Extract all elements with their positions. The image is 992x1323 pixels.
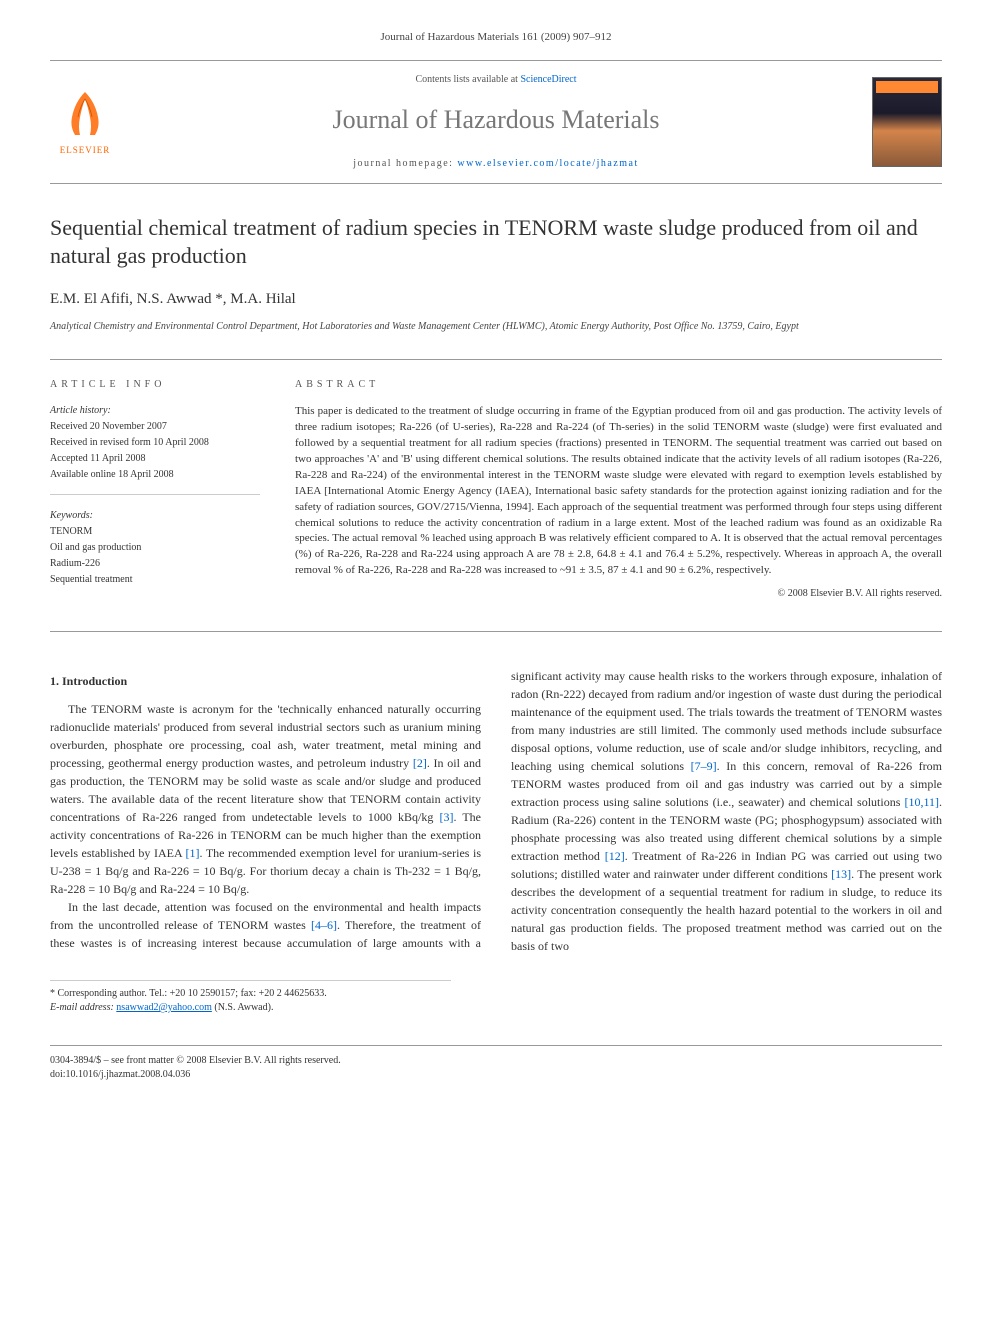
journal-homepage-line: journal homepage: www.elsevier.com/locat… bbox=[140, 157, 852, 171]
corresponding-author-block: * Corresponding author. Tel.: +20 10 259… bbox=[50, 980, 451, 1015]
citation-link[interactable]: [7–9] bbox=[691, 759, 717, 773]
journal-header: ELSEVIER Contents lists available at Sci… bbox=[50, 60, 942, 183]
abstract-column: ABSTRACT This paper is dedicated to the … bbox=[295, 378, 942, 613]
abstract-heading: ABSTRACT bbox=[295, 378, 942, 392]
journal-header-center: Contents lists available at ScienceDirec… bbox=[120, 73, 872, 170]
article-history-block: Article history: Received 20 November 20… bbox=[50, 404, 260, 495]
info-abstract-row: ARTICLE INFO Article history: Received 2… bbox=[50, 359, 942, 632]
citation-link[interactable]: [3] bbox=[439, 810, 453, 824]
history-online: Available online 18 April 2008 bbox=[50, 468, 260, 482]
abstract-text: This paper is dedicated to the treatment… bbox=[295, 404, 942, 579]
history-label: Article history: bbox=[50, 404, 260, 418]
intro-para-1: The TENORM waste is acronym for the 'tec… bbox=[50, 700, 481, 898]
citation-link[interactable]: [13] bbox=[831, 867, 851, 881]
journal-name: Journal of Hazardous Materials bbox=[140, 102, 852, 138]
citation-link[interactable]: [2] bbox=[413, 756, 427, 770]
sciencedirect-link[interactable]: ScienceDirect bbox=[520, 74, 576, 85]
authors-line: E.M. El Afifi, N.S. Awwad *, M.A. Hilal bbox=[50, 289, 942, 310]
history-revised: Received in revised form 10 April 2008 bbox=[50, 436, 260, 450]
corresponding-email-link[interactable]: nsawwad2@yahoo.com bbox=[116, 1002, 212, 1013]
elsevier-logo[interactable]: ELSEVIER bbox=[50, 82, 120, 162]
doi-line: doi:10.1016/j.jhazmat.2008.04.036 bbox=[50, 1068, 942, 1082]
elsevier-label: ELSEVIER bbox=[60, 144, 111, 157]
keywords-label: Keywords: bbox=[50, 509, 260, 523]
article-info-heading: ARTICLE INFO bbox=[50, 378, 260, 392]
keyword-item: Sequential treatment bbox=[50, 573, 260, 587]
article-info-column: ARTICLE INFO Article history: Received 2… bbox=[50, 378, 260, 613]
corresponding-email-line: E-mail address: nsawwad2@yahoo.com (N.S.… bbox=[50, 1001, 451, 1015]
citation-link[interactable]: [10,11] bbox=[904, 795, 939, 809]
section-1-heading: 1. Introduction bbox=[50, 672, 481, 690]
homepage-prefix: journal homepage: bbox=[353, 158, 457, 169]
email-label: E-mail address: bbox=[50, 1002, 116, 1013]
citation-link[interactable]: [12] bbox=[605, 849, 625, 863]
header-citation: Journal of Hazardous Materials 161 (2009… bbox=[50, 30, 942, 45]
keyword-item: Oil and gas production bbox=[50, 541, 260, 555]
keyword-item: Radium-226 bbox=[50, 557, 260, 571]
email-suffix: (N.S. Awwad). bbox=[212, 1002, 274, 1013]
journal-homepage-link[interactable]: www.elsevier.com/locate/jhazmat bbox=[457, 158, 638, 169]
page-footer: 0304-3894/$ – see front matter © 2008 El… bbox=[50, 1045, 942, 1082]
corresponding-tel: * Corresponding author. Tel.: +20 10 259… bbox=[50, 987, 451, 1001]
history-accepted: Accepted 11 April 2008 bbox=[50, 452, 260, 466]
keywords-block: Keywords: TENORM Oil and gas production … bbox=[50, 509, 260, 599]
history-received: Received 20 November 2007 bbox=[50, 420, 260, 434]
article-title: Sequential chemical treatment of radium … bbox=[50, 214, 942, 271]
contents-prefix: Contents lists available at bbox=[415, 74, 520, 85]
affiliation: Analytical Chemistry and Environmental C… bbox=[50, 320, 942, 334]
keyword-item: TENORM bbox=[50, 525, 260, 539]
issn-line: 0304-3894/$ – see front matter © 2008 El… bbox=[50, 1054, 942, 1068]
contents-available-line: Contents lists available at ScienceDirec… bbox=[140, 73, 852, 87]
journal-cover-thumbnail[interactable] bbox=[872, 77, 942, 167]
citation-link[interactable]: [4–6] bbox=[311, 918, 337, 932]
citation-link[interactable]: [1] bbox=[186, 846, 200, 860]
body-two-columns: 1. Introduction The TENORM waste is acro… bbox=[50, 667, 942, 955]
abstract-copyright: © 2008 Elsevier B.V. All rights reserved… bbox=[295, 587, 942, 601]
elsevier-tree-icon bbox=[60, 87, 110, 142]
